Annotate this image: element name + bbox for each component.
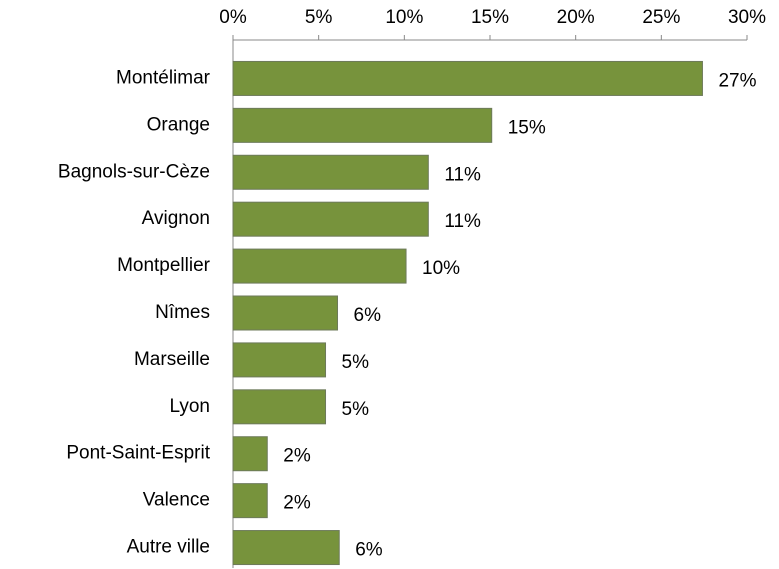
bar <box>232 60 703 96</box>
data-label: 6% <box>355 540 383 561</box>
x-tick-label: 30% <box>728 7 766 28</box>
data-label: 15% <box>508 117 546 138</box>
y-tick-label: Avignon <box>142 208 210 229</box>
x-tick-label: 20% <box>557 7 595 28</box>
bar <box>232 342 327 378</box>
y-tick-label: Marseille <box>134 349 210 370</box>
data-label: 2% <box>283 493 311 514</box>
bar <box>232 154 429 190</box>
bar <box>232 248 407 284</box>
bar <box>232 295 339 331</box>
bar <box>232 436 268 472</box>
y-tick-label: Pont-Saint-Esprit <box>66 443 210 464</box>
data-label: 10% <box>422 258 460 279</box>
y-tick-label: Orange <box>147 114 210 135</box>
x-tick-label: 15% <box>471 7 509 28</box>
data-label: 27% <box>718 70 756 91</box>
x-tick-label: 10% <box>385 7 423 28</box>
y-tick-label: Bagnols-sur-Cèze <box>58 161 210 182</box>
y-tick-label: Lyon <box>170 396 211 417</box>
data-label: 5% <box>342 352 370 373</box>
bar <box>232 201 429 237</box>
x-tick-label: 25% <box>642 7 680 28</box>
data-label: 11% <box>444 211 481 232</box>
y-tick-label: Valence <box>143 490 210 511</box>
y-tick-label: Montélimar <box>116 67 211 88</box>
bar <box>232 107 493 143</box>
bar <box>232 530 340 566</box>
data-label: 2% <box>283 446 311 467</box>
y-tick-label: Nîmes <box>155 302 210 323</box>
y-tick-label: Montpellier <box>117 255 211 276</box>
x-tick-label: 0% <box>219 7 247 28</box>
data-label: 6% <box>354 305 382 326</box>
bar <box>232 389 327 425</box>
y-tick-label: Autre ville <box>127 537 210 558</box>
data-label: 11% <box>444 164 481 185</box>
data-label: 5% <box>342 399 370 420</box>
bar <box>232 483 268 519</box>
x-tick-label: 5% <box>305 7 333 28</box>
